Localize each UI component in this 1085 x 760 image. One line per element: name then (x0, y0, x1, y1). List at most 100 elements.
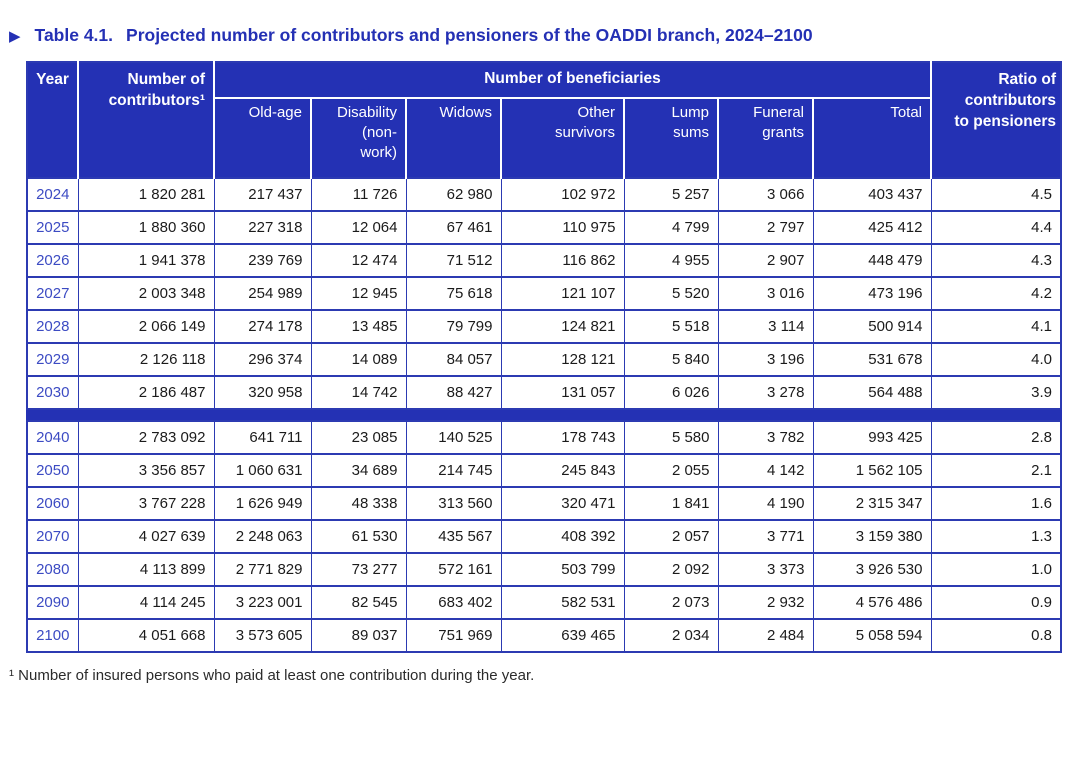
year-cell: 2027 (26, 275, 79, 311)
value-cell: 1 820 281 (77, 176, 215, 212)
year-cell: 2090 (26, 584, 79, 620)
value-cell: 2 248 063 (213, 518, 312, 554)
value-cell: 3 782 (717, 419, 814, 455)
value-cell: 751 969 (405, 617, 502, 653)
value-cell: 214 745 (405, 452, 502, 488)
value-cell: 4 142 (717, 452, 814, 488)
header-row-group: Year Number of contributors¹ Number of b… (27, 61, 1061, 178)
value-cell: 1 060 631 (213, 452, 312, 488)
table-row: 2070 4 027 639 2 248 063 61 530 435 567 408 3… (26, 518, 1062, 554)
value-cell: 4.5 (930, 176, 1062, 212)
year-cell: 2028 (26, 308, 79, 344)
value-cell: 320 958 (213, 374, 312, 410)
value-cell: 3 767 228 (77, 485, 215, 521)
value-cell: 102 972 (500, 176, 625, 212)
value-cell: 4.2 (930, 275, 1062, 311)
table-row: 2028 2 066 149 274 178 13 485 79 799 124 821 5… (26, 308, 1062, 344)
footnote: ¹ Number of insured persons who paid at … (9, 666, 535, 684)
value-cell: 4.1 (930, 308, 1062, 344)
value-cell: 12 945 (310, 275, 407, 311)
table-row: 2040 2 783 092 641 711 23 085 140 525 178 743… (26, 419, 1062, 455)
value-cell: 79 799 (405, 308, 502, 344)
value-cell: 473 196 (812, 275, 932, 311)
year-cell: 2070 (26, 518, 79, 554)
value-cell: 12 064 (310, 209, 407, 245)
value-cell: 131 057 (500, 374, 625, 410)
value-cell: 13 485 (310, 308, 407, 344)
table-number-label: Table 4.1. (34, 25, 114, 45)
value-cell: 2.1 (930, 452, 1062, 488)
value-cell: 89 037 (310, 617, 407, 653)
value-cell: 3 159 380 (812, 518, 932, 554)
header-widows: Widows (405, 97, 501, 178)
section-divider (26, 407, 1062, 422)
value-cell: 2 186 487 (77, 374, 215, 410)
value-cell: 48 338 (310, 485, 407, 521)
year-cell: 2040 (26, 419, 79, 455)
value-cell: 1.3 (930, 518, 1062, 554)
value-cell: 2.8 (930, 419, 1062, 455)
value-cell: 2 055 (623, 452, 719, 488)
value-cell: 2 092 (623, 551, 719, 587)
value-cell: 2 003 348 (77, 275, 215, 311)
table-row: 2030 2 186 487 320 958 14 742 88 427 131 057 6… (26, 374, 1062, 410)
year-cell: 2080 (26, 551, 79, 587)
value-cell: 2 907 (717, 242, 814, 278)
header-ratio: Ratio of contributors to pensioners (930, 61, 1061, 178)
table-row: 2026 1 941 378 239 769 12 474 71 512 116 862 4… (26, 242, 1062, 278)
value-cell: 320 471 (500, 485, 625, 521)
value-cell: 993 425 (812, 419, 932, 455)
value-cell: 683 402 (405, 584, 502, 620)
header-total: Total (812, 97, 931, 178)
value-cell: 128 121 (500, 341, 625, 377)
value-cell: 3 016 (717, 275, 814, 311)
header-year: Year (27, 61, 79, 178)
header-lump-sums: Lump sums (623, 97, 718, 178)
projection-table: Year Number of contributors¹ Number of b… (26, 60, 1062, 653)
value-cell: 5 840 (623, 341, 719, 377)
value-cell: 4 051 668 (77, 617, 215, 653)
value-cell: 239 769 (213, 242, 312, 278)
section-divider-band (26, 407, 1062, 422)
header-other-survivors: Other survivors (500, 97, 624, 178)
value-cell: 2 771 829 (213, 551, 312, 587)
value-cell: 14 742 (310, 374, 407, 410)
value-cell: 3 356 857 (77, 452, 215, 488)
value-cell: 82 545 (310, 584, 407, 620)
value-cell: 5 520 (623, 275, 719, 311)
value-cell: 503 799 (500, 551, 625, 587)
value-cell: 3 373 (717, 551, 814, 587)
value-cell: 403 437 (812, 176, 932, 212)
table-row: 2029 2 126 118 296 374 14 089 84 057 128 121 5… (26, 341, 1062, 377)
value-cell: 572 161 (405, 551, 502, 587)
value-cell: 425 412 (812, 209, 932, 245)
value-cell: 121 107 (500, 275, 625, 311)
year-cell: 2050 (26, 452, 79, 488)
value-cell: 34 689 (310, 452, 407, 488)
triangle-bullet-icon: ▶ (9, 28, 21, 46)
value-cell: 116 862 (500, 242, 625, 278)
value-cell: 3 573 605 (213, 617, 312, 653)
value-cell: 5 518 (623, 308, 719, 344)
value-cell: 1 562 105 (812, 452, 932, 488)
header-funeral-grants: Funeral grants (717, 97, 813, 178)
value-cell: 1.0 (930, 551, 1062, 587)
value-cell: 0.8 (930, 617, 1062, 653)
year-cell: 2026 (26, 242, 79, 278)
value-cell: 4 190 (717, 485, 814, 521)
value-cell: 2 034 (623, 617, 719, 653)
table-title: ▶ Table 4.1. Projected number of contrib… (0, 0, 1085, 47)
value-cell: 11 726 (310, 176, 407, 212)
value-cell: 84 057 (405, 341, 502, 377)
value-cell: 3 771 (717, 518, 814, 554)
value-cell: 2 066 149 (77, 308, 215, 344)
value-cell: 313 560 (405, 485, 502, 521)
table-title-text: Projected number of contributors and pen… (126, 25, 813, 45)
value-cell: 245 843 (500, 452, 625, 488)
year-cell: 2100 (26, 617, 79, 653)
header-disability: Disability (non- work) (310, 97, 406, 178)
value-cell: 2 126 118 (77, 341, 215, 377)
value-cell: 448 479 (812, 242, 932, 278)
value-cell: 2 315 347 (812, 485, 932, 521)
value-cell: 6 026 (623, 374, 719, 410)
